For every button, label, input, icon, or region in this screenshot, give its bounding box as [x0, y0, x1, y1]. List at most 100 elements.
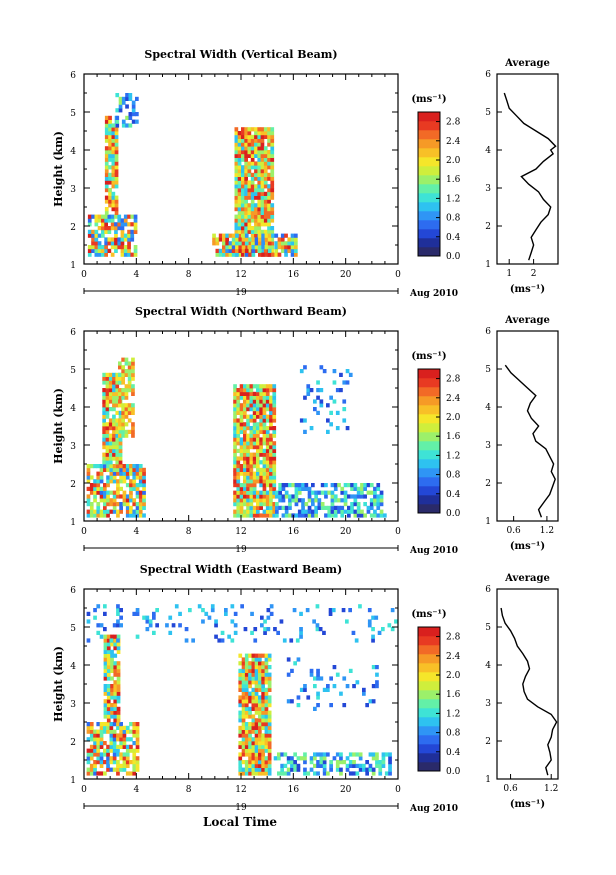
heatmap-cell	[309, 760, 314, 765]
heatmap-cell	[277, 756, 281, 761]
heatmap-cell	[342, 399, 347, 404]
heatmap-cell	[239, 456, 244, 461]
heatmap-cell	[291, 494, 296, 499]
heatmap-cell	[270, 180, 275, 185]
heatmap-cell	[94, 252, 99, 257]
heatmap-cell	[108, 426, 113, 431]
heatmap-cell	[105, 426, 110, 431]
heatmap-cell	[115, 448, 120, 453]
heatmap-cell	[115, 456, 120, 461]
heatmap-cell	[236, 388, 241, 393]
heatmap-cell	[121, 395, 125, 400]
heatmap-cell	[267, 188, 271, 193]
heatmap-cell	[112, 448, 116, 453]
heatmap-cell	[130, 222, 135, 227]
heatmap-cell	[264, 763, 269, 768]
heatmap-cell	[110, 649, 114, 654]
heatmap-cell	[96, 464, 101, 469]
colorbar-swatch	[418, 690, 440, 700]
heatmap-cell	[248, 691, 252, 696]
heatmap-cell	[254, 706, 259, 711]
heatmap-cell	[109, 737, 114, 742]
heatmap-cell	[307, 486, 312, 491]
heatmap-cell	[108, 180, 112, 185]
heatmap-cell	[272, 513, 277, 518]
heatmap-cell	[115, 399, 120, 404]
heatmap-cell	[233, 441, 237, 446]
heatmap-cell	[233, 611, 238, 616]
heatmap-cell	[309, 668, 314, 673]
heatmap-cell	[251, 248, 256, 253]
heatmap-cell	[109, 498, 114, 503]
heatmap-cell	[258, 699, 262, 704]
heatmap-cell	[275, 490, 279, 495]
y-tick-label: 3	[70, 442, 76, 452]
heatmap-cell	[347, 513, 351, 518]
heatmap-cell	[112, 752, 117, 757]
heatmap-cell	[106, 718, 111, 723]
heatmap-cell	[244, 748, 249, 753]
heatmap-cell	[258, 767, 262, 772]
heatmap-cell	[362, 767, 366, 772]
heatmap-cell	[252, 445, 257, 450]
heatmap-cell	[246, 509, 250, 514]
heatmap-cell	[225, 237, 229, 242]
heatmap-cell	[326, 403, 330, 408]
heatmap-cell	[244, 661, 249, 666]
heatmap-cell	[125, 748, 130, 753]
heatmap-cell	[256, 464, 260, 469]
heatmap-cell	[236, 437, 241, 442]
y-tick-label: 2	[70, 738, 76, 748]
heatmap-cell	[330, 483, 335, 488]
heatmap-cell	[290, 763, 294, 768]
heatmap-cell	[103, 646, 108, 651]
heatmap-cell	[260, 165, 265, 170]
heatmap-cell	[117, 226, 122, 231]
heatmap-cell	[113, 714, 118, 719]
heatmap-cell	[99, 634, 104, 639]
heatmap-cell	[124, 372, 129, 377]
heatmap-cell	[291, 498, 296, 503]
heatmap-cell	[119, 486, 123, 491]
heatmap-cell	[108, 448, 113, 453]
x-tick-label: 12	[235, 527, 246, 537]
heatmap-cell	[257, 222, 262, 227]
heatmap-cell	[131, 403, 135, 408]
heatmap-cell	[246, 437, 250, 442]
heatmap-cell	[260, 199, 265, 204]
heatmap-cell	[251, 748, 256, 753]
heatmap-cell	[103, 684, 108, 689]
heatmap-cell	[327, 505, 332, 510]
x-tick-label: 12	[235, 270, 246, 280]
heatmap-cell	[103, 729, 107, 734]
heatmap-cell	[131, 108, 136, 113]
heatmap-cell	[254, 771, 259, 776]
heatmap-cell	[131, 376, 135, 381]
heatmap-cell	[116, 490, 120, 495]
heatmap-cell	[116, 604, 120, 609]
colorbar-swatch	[418, 663, 440, 673]
heatmap-cell	[236, 429, 241, 434]
heatmap-cell	[114, 142, 119, 147]
heatmap-cell	[366, 509, 371, 514]
heatmap-cell	[103, 513, 107, 518]
heatmap-cell	[262, 403, 267, 408]
heatmap-cell	[87, 248, 92, 253]
heatmap-cell	[135, 722, 140, 727]
colorbar-swatch	[418, 139, 440, 149]
heatmap-cell	[99, 498, 104, 503]
heatmap-cell	[360, 509, 364, 514]
heatmap-cell	[305, 608, 310, 613]
heatmap-cell	[127, 410, 132, 415]
heatmap-cell	[86, 498, 91, 503]
heatmap-cell	[239, 437, 244, 442]
heatmap-cell	[275, 505, 279, 510]
heatmap-cell	[125, 744, 130, 749]
heatmap-cell	[261, 737, 265, 742]
heatmap-cell	[260, 172, 265, 177]
heatmap-cell	[103, 699, 108, 704]
heatmap-cell	[286, 657, 291, 662]
heatmap-cell	[114, 153, 119, 158]
heatmap-cell	[237, 191, 242, 196]
heatmap-cell	[375, 763, 379, 768]
